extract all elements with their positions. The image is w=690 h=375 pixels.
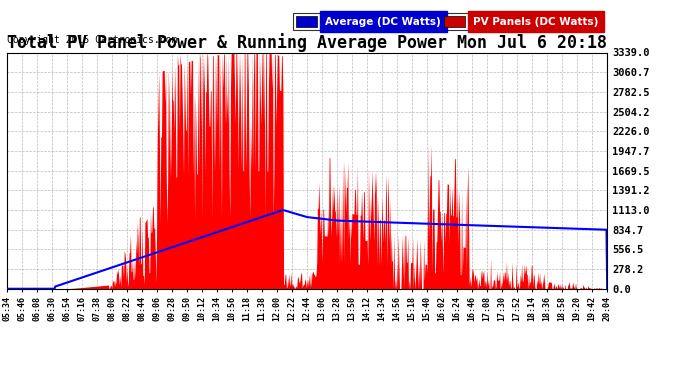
Legend: Average (DC Watts), PV Panels (DC Watts): Average (DC Watts), PV Panels (DC Watts) xyxy=(293,13,602,30)
Text: Copyright 2015 Cartronics.com: Copyright 2015 Cartronics.com xyxy=(7,35,177,45)
Title: Total PV Panel Power & Running Average Power Mon Jul 6 20:18: Total PV Panel Power & Running Average P… xyxy=(7,33,607,53)
